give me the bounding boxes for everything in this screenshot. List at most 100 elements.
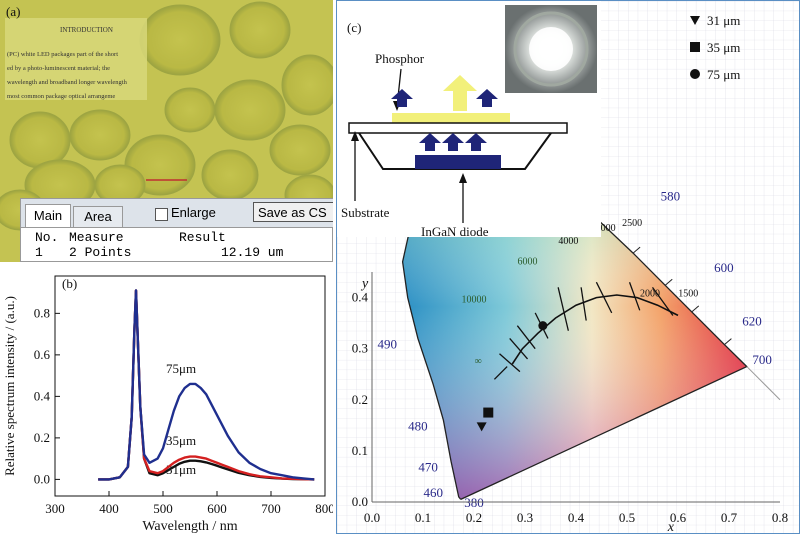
y-tick-label: 0.1 [352,443,368,458]
y-tick-label: 0.0 [352,494,368,509]
panel-b-spectrum: (b) 75μm 35μm 31μm 300 400 500 600 700 800 0.0… [0,262,333,534]
x-axis-label: x [667,520,675,534]
y-tick-label: 0.8 [34,305,50,320]
cct-label: 10000 [462,295,487,306]
y-axis-label: Relative spectrum intensity / (a.u.) [2,296,17,476]
y-tick-label: 0.4 [34,388,51,403]
save-as-csv-button[interactable]: Save as CS [253,202,333,222]
doc-line-1: (PC) white LED packages part of the shor… [7,51,118,58]
cct-label: 1500 [678,289,698,300]
x-tick-label: 600 [207,501,227,516]
x-tick-label: 0.4 [568,510,585,525]
cct-label: 4000 [558,236,578,247]
x-tick-label: 0.3 [517,510,533,525]
cct-label: 6000 [518,256,538,267]
isotemperature-line [651,286,674,316]
x-axis-label: Wavelength / nm [142,519,237,534]
doc-line-2: ed by a photo-luminescent material; the [7,65,110,72]
isotemperature-line [628,282,641,311]
isotemperature-line [509,338,529,360]
x-tick-label: 300 [45,501,65,516]
panel-a-micrograph: INTRODUCTION (PC) white LED packages par… [0,0,333,262]
x-tick-label: 0.0 [364,510,380,525]
legend-label-31: 31 μm [707,13,740,28]
substrate-label: Substrate [341,205,390,220]
wavelength-label: 600 [714,260,734,275]
doc-title: INTRODUCTION [60,26,113,34]
y-tick-label: 0.3 [352,341,368,356]
locus-tick [632,246,641,254]
cct-label: ∞ [475,356,482,367]
x-tick-label: 500 [153,501,173,516]
x-tick-label: 0.8 [772,510,788,525]
y-tick-label: 0.6 [34,347,51,362]
enlarge-checkbox[interactable] [155,208,168,221]
y-axis-label: y [360,276,369,291]
led-photo-glow [529,27,573,71]
wavelength-label: 480 [408,418,428,433]
cct-label: 2500 [622,218,642,229]
wavelength-label: 700 [752,352,772,367]
locus-tick [724,338,732,345]
panel-c-chromaticity: 10000600040003000250020001500∞TC(°K)3804… [336,0,800,534]
x-tick-label: 0.2 [466,510,482,525]
isotemperature-line [499,353,521,373]
cct-label: 3000 [596,223,616,234]
series-line-31μm [98,289,315,481]
phosphor-layer [392,113,510,123]
diode-pointer-head [459,173,467,183]
series-line-35μm [98,289,315,481]
doc-line-4: most common package optical arrangeme [7,93,115,100]
data-point-31 [476,422,487,432]
wavelength-label: 490 [378,337,398,352]
blue-emission-arrows [391,89,498,151]
y-tick-label: 0.2 [34,430,50,445]
wavelength-label: 460 [423,485,443,500]
y-tick-label: 0.2 [352,392,368,407]
cie-axes: 0.0 0.1 0.2 0.3 0.4 0.5 0.6 0.7 0.8 0.0 0.1 0.2 0.3 0… [352,272,788,534]
locus-tick [664,278,673,286]
series-label-35: 35μm [166,433,196,448]
x-tick-label: 0.1 [415,510,431,525]
data-point-35 [483,407,494,418]
panel-a-label: (a) [6,4,20,19]
locus-tick [691,305,700,313]
enlarge-label: Enlarge [171,205,216,220]
ingan-diode [415,155,501,169]
x-tick-label: 400 [99,501,119,516]
plot-frame [54,275,326,497]
x-tick-label: 0.5 [619,510,635,525]
series-line-75μm [98,289,315,481]
column-header-result: Result [179,230,226,245]
wavelength-label: 620 [742,314,762,329]
phosphor-label: Phosphor [375,51,425,66]
column-header-no: No. [35,230,59,245]
data-point-75 [538,321,548,331]
wavelength-label: 470 [418,459,438,474]
document-overlay [5,18,147,100]
isotemperature-line [516,325,536,350]
column-header-measure: Measure [69,230,124,245]
x-tick-label: 0.7 [721,510,738,525]
isotemperature-line [595,281,613,314]
diode-label: InGaN diode [421,224,489,239]
cie-chart: 10000600040003000250020001500∞TC(°K)3804… [337,1,799,534]
row-measure: 2 Points [69,245,132,260]
tab-main[interactable]: Main [25,204,71,227]
wavelength-label: 580 [661,188,681,203]
wavelength-label: 380 [464,495,484,510]
legend-label-75: 75 μm [707,67,740,82]
substrate-plate [348,122,568,134]
led-photo-ring [513,11,589,87]
legend-marker-75 [690,69,700,79]
spectrum-chart: (b) 75μm 35μm 31μm 300 400 500 600 700 8000.0… [2,275,333,534]
series-label-75: 75μm [166,361,196,376]
row-no: 1 [35,245,43,260]
cie-legend: 31 μm 35 μm 75 μm [690,13,740,82]
x-tick-label: 800 [315,501,333,516]
tab-area[interactable]: Area [73,206,123,227]
panel-b-label: (b) [62,276,77,291]
x-tick-label: 700 [261,501,281,516]
cct-label: 2000 [640,289,660,300]
isotemperature-line [580,287,587,321]
